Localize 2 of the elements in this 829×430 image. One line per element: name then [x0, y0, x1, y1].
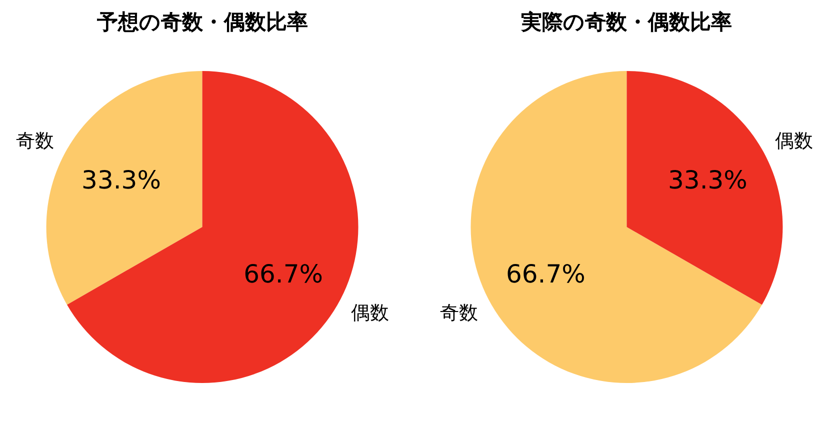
- title: 予想の奇数・偶数比率: [96, 10, 308, 34]
- title: 実際の奇数・偶数比率: [521, 10, 732, 34]
